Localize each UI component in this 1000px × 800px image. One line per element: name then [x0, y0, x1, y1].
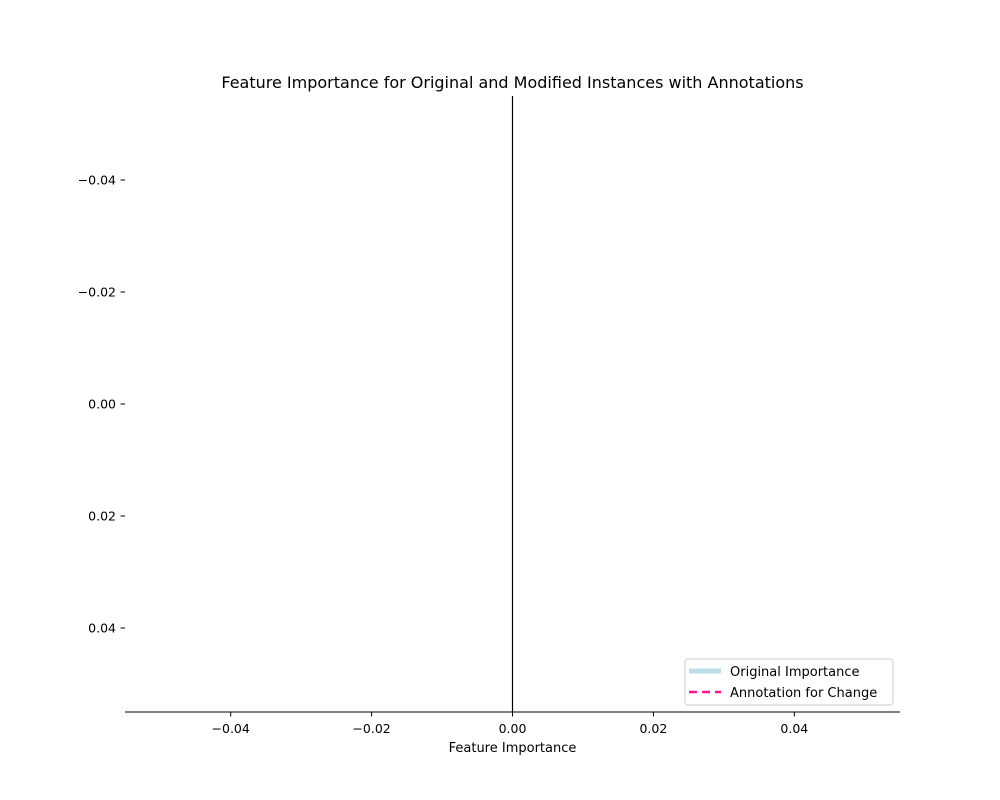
legend-frame — [684, 658, 894, 706]
x-axis-label: Feature Importance — [449, 741, 577, 756]
x-tick-label: 0.00 — [499, 721, 527, 736]
chart-title: Feature Importance for Original and Modi… — [221, 73, 803, 92]
plot-area: −0.04 −0.02 0.00 0.02 0.04 −0.04 −0.02 0.00 0.0… — [78, 96, 900, 736]
y-tick-label: −0.02 — [78, 285, 116, 300]
x-tick-label: −0.02 — [352, 721, 390, 736]
x-tick-label: 0.04 — [780, 721, 808, 736]
x-tick-label: −0.04 — [212, 721, 250, 736]
legend-label-annotation-for-change: Annotation for Change — [730, 686, 877, 701]
y-tick-label: 0.02 — [88, 509, 116, 524]
y-tick-label: 0.00 — [88, 397, 116, 412]
y-tick-label: 0.04 — [88, 621, 116, 636]
y-tick-label: −0.04 — [78, 173, 116, 188]
y-ticks: −0.04 −0.02 0.00 0.02 0.04 — [78, 173, 125, 636]
legend-label-original-importance: Original Importance — [730, 665, 860, 680]
x-ticks: −0.04 −0.02 0.00 0.02 0.04 — [212, 712, 808, 736]
legend: Original Importance Annotation for Chang… — [684, 658, 894, 706]
x-tick-label: 0.02 — [639, 721, 667, 736]
